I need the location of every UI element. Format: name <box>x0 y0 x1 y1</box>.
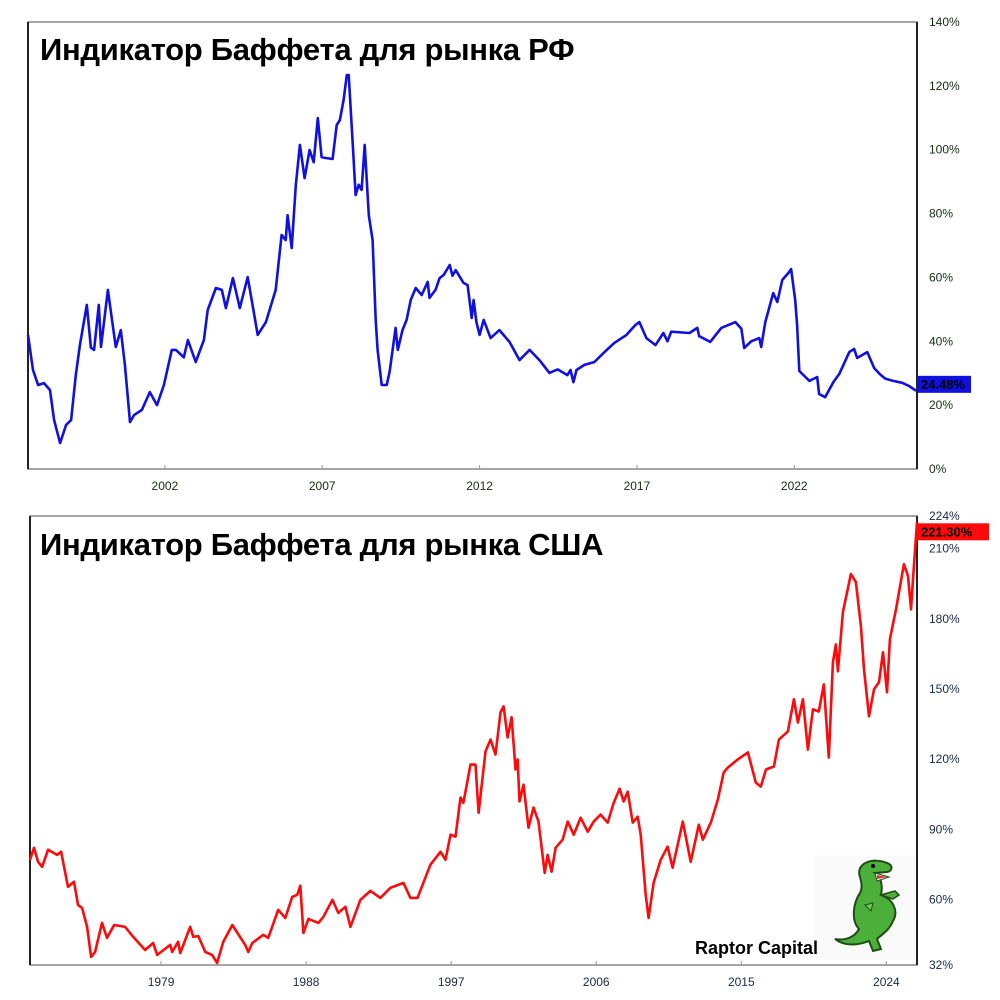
plot-frame <box>27 21 918 470</box>
y-tick-label: 150% <box>929 682 960 696</box>
y-tick-label: 20% <box>929 398 953 412</box>
y-tick-label: 80% <box>929 207 953 221</box>
y-tick-label: 180% <box>929 612 960 626</box>
x-tick-label: 2017 <box>624 479 651 493</box>
last-value-label: 221.30% <box>921 524 973 539</box>
x-tick-label: 1979 <box>148 975 175 989</box>
x-tick-label: 2002 <box>152 479 179 493</box>
y-tick-label: 120% <box>929 79 960 93</box>
chart-usa: 1979 1988 1997 2006 2015 2024 32% 60% 90% 120% 150… <box>28 509 989 989</box>
series-line-usa <box>28 522 919 965</box>
brand-label: Raptor Capital <box>695 938 819 958</box>
series-line-russia <box>26 73 917 445</box>
chart-title-russia: Индикатор Баффета для рынка РФ <box>40 32 575 67</box>
x-tick-label: 1997 <box>438 975 465 989</box>
x-tick-label: 2012 <box>466 479 493 493</box>
y-tick-label: 224% <box>929 509 960 523</box>
x-tick-label: 2006 <box>583 975 610 989</box>
x-tick-label: 2015 <box>728 975 755 989</box>
y-tick-label: 0% <box>929 462 947 476</box>
x-tick-label: 2022 <box>781 479 808 493</box>
raptor-dinosaur-icon <box>815 855 915 960</box>
y-tick-label: 120% <box>929 752 960 766</box>
last-value-badge <box>917 523 989 541</box>
last-value-label: 24.48% <box>921 377 966 392</box>
y-tick-label: 100% <box>929 143 960 157</box>
y-tick-label: 40% <box>929 334 953 348</box>
y-tick-label: 60% <box>929 893 953 907</box>
x-tick-label: 1988 <box>293 975 320 989</box>
y-tick-label: 60% <box>929 270 953 284</box>
x-tick-label: 2024 <box>873 975 900 989</box>
chart-russia: 2002 2007 2012 2017 2022 0% 20% 40% 60% 80% 100% 12… <box>26 15 971 493</box>
y-tick-label: 32% <box>929 958 953 972</box>
x-tick-label: 2007 <box>309 479 336 493</box>
y-tick-label: 90% <box>929 822 953 836</box>
last-value-badge <box>917 375 971 393</box>
plot-frame <box>29 515 918 966</box>
chart-title-usa: Индикатор Баффета для рынка США <box>40 527 604 562</box>
y-tick-label: 210% <box>929 542 960 556</box>
y-tick-label: 140% <box>929 15 960 29</box>
